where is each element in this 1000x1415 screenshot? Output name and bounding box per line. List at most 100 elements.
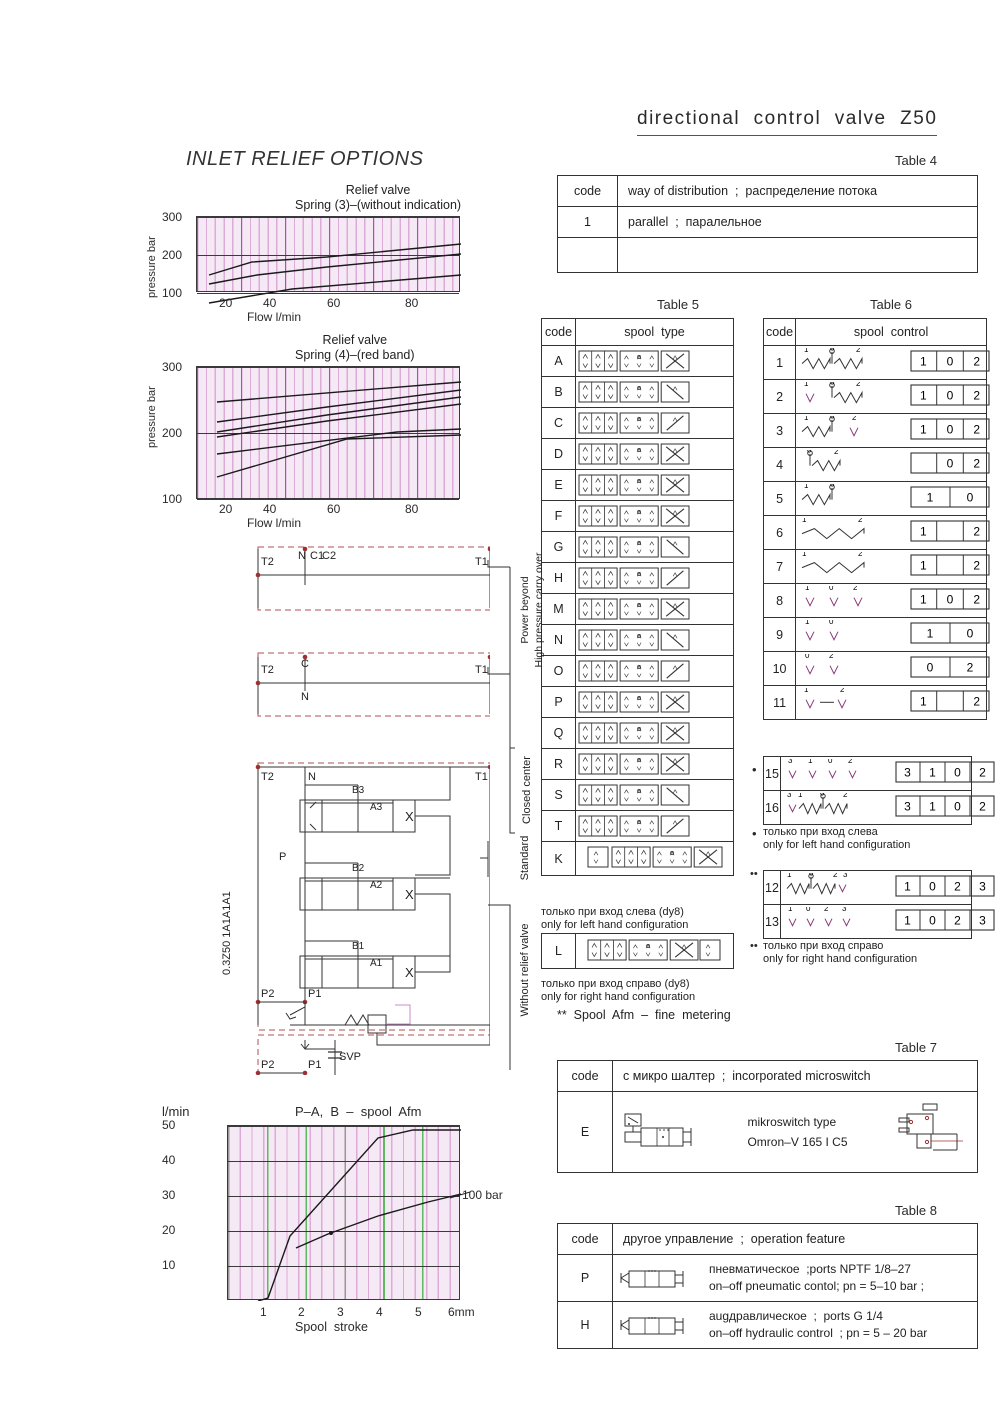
- svg-text:SVP: SVP: [339, 1051, 361, 1063]
- svg-text:0: 0: [828, 759, 833, 765]
- svg-text:0: 0: [967, 490, 974, 504]
- svg-text:1: 1: [904, 879, 911, 893]
- svg-text:0: 0: [929, 879, 936, 893]
- svg-text:1: 1: [787, 873, 792, 879]
- svg-text:1: 1: [805, 586, 810, 592]
- svg-text:0: 0: [954, 765, 961, 779]
- svg-text:2: 2: [979, 765, 986, 779]
- svg-text:P2: P2: [261, 988, 274, 1000]
- svg-text:1: 1: [798, 793, 803, 799]
- svg-text:Power beyond: Power beyond: [519, 576, 531, 643]
- svg-text:1: 1: [804, 348, 809, 354]
- svg-text:0: 0: [929, 913, 936, 927]
- svg-text:1: 1: [804, 688, 809, 694]
- svg-text:P1: P1: [308, 1059, 321, 1071]
- svg-text:3: 3: [842, 907, 847, 913]
- svg-text:2: 2: [843, 793, 848, 799]
- svg-text:2: 2: [824, 907, 829, 913]
- svg-text:0: 0: [830, 348, 835, 353]
- svg-text:2: 2: [856, 382, 861, 388]
- svg-text:2: 2: [833, 873, 838, 879]
- svg-text:Closed center: Closed center: [521, 756, 533, 824]
- svg-text:2: 2: [840, 688, 845, 694]
- svg-text:3: 3: [979, 879, 986, 893]
- svg-text:1: 1: [788, 907, 793, 913]
- svg-text:0: 0: [829, 586, 834, 592]
- svg-text:1: 1: [920, 592, 927, 606]
- svg-text:P: P: [279, 851, 286, 863]
- svg-text:N: N: [308, 771, 316, 783]
- svg-text:1: 1: [929, 799, 936, 813]
- svg-text:2: 2: [973, 388, 980, 402]
- svg-text:N: N: [298, 550, 306, 562]
- svg-text:3: 3: [788, 759, 793, 765]
- svg-text:2: 2: [979, 799, 986, 813]
- svg-text:3: 3: [843, 873, 848, 879]
- svg-text:X: X: [405, 965, 414, 980]
- svg-text:1: 1: [804, 416, 809, 422]
- svg-text:1: 1: [804, 484, 809, 490]
- svg-text:0: 0: [830, 382, 835, 387]
- svg-text:0: 0: [807, 450, 812, 455]
- svg-text:1: 1: [927, 626, 934, 640]
- svg-text:1: 1: [808, 759, 813, 765]
- svg-text:Without relief valve: Without relief valve: [519, 924, 531, 1017]
- svg-text:2: 2: [967, 660, 974, 674]
- svg-text:T2: T2: [261, 664, 274, 676]
- svg-text:1: 1: [920, 354, 927, 368]
- svg-text:3: 3: [979, 913, 986, 927]
- svg-text:1: 1: [904, 913, 911, 927]
- svg-text:2: 2: [848, 759, 853, 765]
- svg-text:Standard: Standard: [519, 836, 531, 881]
- svg-text:A2: A2: [370, 880, 383, 891]
- svg-text:2: 2: [954, 879, 961, 893]
- svg-text:1: 1: [805, 620, 810, 626]
- svg-text:0: 0: [947, 354, 954, 368]
- svg-text:2: 2: [954, 913, 961, 927]
- svg-text:2: 2: [858, 552, 863, 558]
- svg-text:2: 2: [973, 456, 980, 470]
- svg-text:0: 0: [820, 793, 825, 798]
- svg-text:0: 0: [947, 388, 954, 402]
- svg-text:2: 2: [973, 592, 980, 606]
- svg-text:1: 1: [929, 765, 936, 779]
- svg-text:0: 0: [947, 422, 954, 436]
- svg-text:2: 2: [829, 654, 834, 660]
- svg-text:2: 2: [858, 518, 863, 524]
- svg-text:2: 2: [973, 354, 980, 368]
- svg-text:0: 0: [830, 416, 835, 421]
- svg-text:1: 1: [920, 558, 927, 572]
- svg-text:P1: P1: [308, 988, 321, 1000]
- svg-text:1: 1: [920, 694, 927, 708]
- svg-text:1: 1: [920, 422, 927, 436]
- svg-text:0: 0: [947, 456, 954, 470]
- svg-text:1: 1: [920, 388, 927, 402]
- svg-text:C: C: [301, 658, 309, 670]
- svg-text:0: 0: [830, 484, 835, 489]
- svg-text:C2: C2: [322, 550, 336, 562]
- svg-text:T2: T2: [261, 556, 274, 568]
- svg-text:0.3Z50 1A1A1A1: 0.3Z50 1A1A1A1: [221, 891, 233, 975]
- svg-text:N: N: [301, 691, 309, 703]
- svg-text:1: 1: [920, 524, 927, 538]
- svg-text:0: 0: [806, 907, 811, 913]
- svg-text:0: 0: [805, 654, 810, 660]
- svg-text:P2: P2: [261, 1059, 274, 1071]
- svg-text:3: 3: [787, 793, 792, 799]
- svg-text:2: 2: [973, 524, 980, 538]
- svg-text:1: 1: [927, 490, 934, 504]
- svg-text:0: 0: [954, 799, 961, 813]
- svg-text:T2: T2: [261, 771, 274, 783]
- svg-text:0: 0: [967, 626, 974, 640]
- svg-text:High pressure carry over: High pressure carry over: [533, 552, 545, 667]
- svg-text:A1: A1: [370, 958, 383, 969]
- svg-text:1: 1: [802, 552, 807, 558]
- svg-text:2: 2: [834, 450, 839, 456]
- svg-text:X: X: [405, 809, 414, 824]
- svg-text:X: X: [405, 887, 414, 902]
- svg-text:3: 3: [904, 765, 911, 779]
- svg-text:2: 2: [973, 694, 980, 708]
- svg-text:0: 0: [927, 660, 934, 674]
- svg-text:0: 0: [829, 620, 834, 626]
- svg-text:1: 1: [802, 518, 807, 524]
